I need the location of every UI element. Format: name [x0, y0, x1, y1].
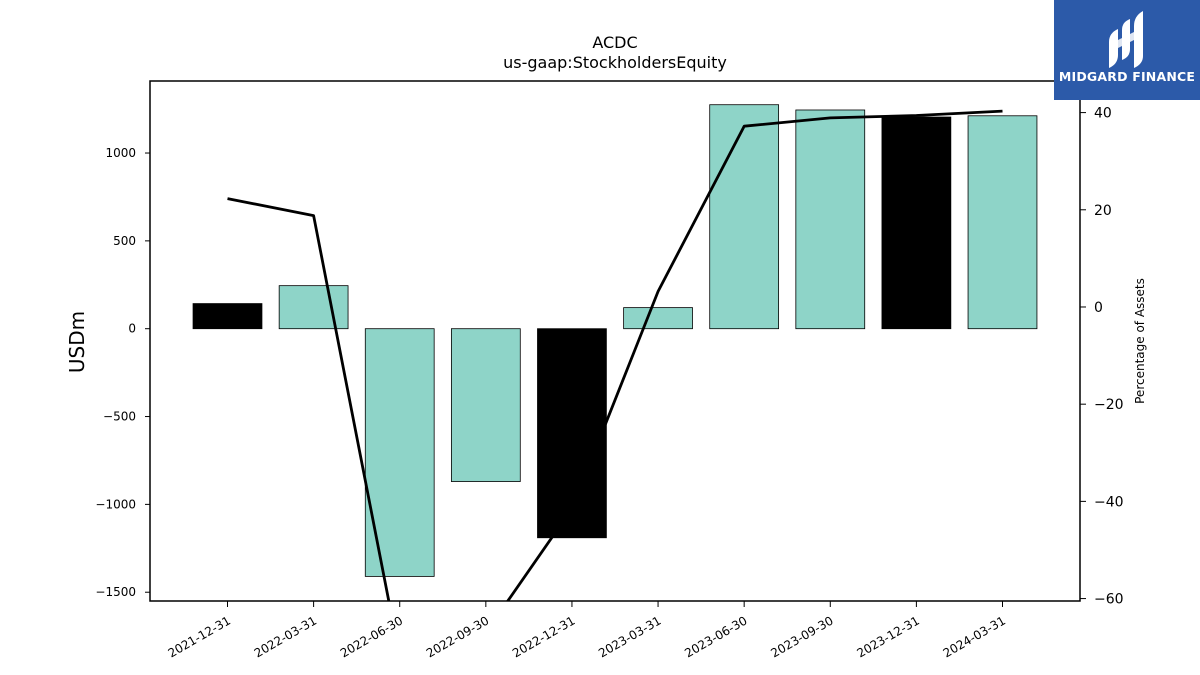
logo-text: MIDGARD FINANCE	[1058, 69, 1196, 84]
y2-tick-label: −60	[1094, 592, 1124, 608]
y-tick-label: 0	[128, 322, 136, 336]
y-tick-label: 500	[113, 234, 136, 248]
brand-logo: MIDGARD FINANCE	[1054, 0, 1200, 100]
x-tick-label: 2024-03-31	[941, 613, 1008, 660]
plot-frame	[149, 80, 1081, 602]
y2-tick-label: 40	[1094, 106, 1112, 122]
y-tick-label: −1000	[95, 497, 136, 511]
x-tick-label: 2023-03-31	[596, 613, 663, 660]
y-axis-label: USDm	[65, 311, 89, 373]
y2-tick-label: 20	[1094, 203, 1112, 219]
percentage-line	[227, 109, 1003, 601]
bar-2021-12-31	[192, 303, 263, 330]
x-tick-label: 2022-06-30	[338, 613, 405, 660]
x-tick-label: 2021-12-31	[166, 613, 233, 660]
bar-2023-09-30	[795, 109, 866, 330]
x-tick-label: 2022-12-31	[510, 613, 577, 660]
bar-2023-12-31	[881, 116, 952, 330]
y-tick-label: −500	[103, 410, 136, 424]
bar-2023-03-31	[623, 307, 693, 330]
y2-tick-label: 0	[1094, 300, 1103, 316]
x-tick-label: 2022-03-31	[252, 613, 319, 660]
x-tick-label: 2022-09-30	[424, 613, 491, 660]
logo-mark-icon	[1109, 11, 1143, 68]
chart-subtitle: us-gaap:StockholdersEquity	[503, 53, 727, 72]
y-tick-label: −1500	[95, 585, 136, 599]
chart-title: ACDC	[592, 33, 637, 52]
bar-2022-03-31	[278, 285, 349, 330]
y2-axis-label: Percentage of Assets	[1133, 278, 1147, 404]
x-tick-label: 2023-06-30	[682, 613, 749, 660]
y-tick-label: 1000	[105, 146, 136, 160]
y2-tick-label: −40	[1094, 494, 1124, 510]
x-tick-label: 2023-12-31	[854, 613, 921, 660]
y2-tick-label: −20	[1094, 397, 1124, 413]
bar-2022-12-31	[537, 328, 607, 539]
x-tick-label: 2023-09-30	[768, 613, 835, 660]
bar-2022-09-30	[450, 328, 521, 482]
bar-2024-03-31	[967, 115, 1038, 330]
bar-2023-06-30	[709, 104, 780, 330]
